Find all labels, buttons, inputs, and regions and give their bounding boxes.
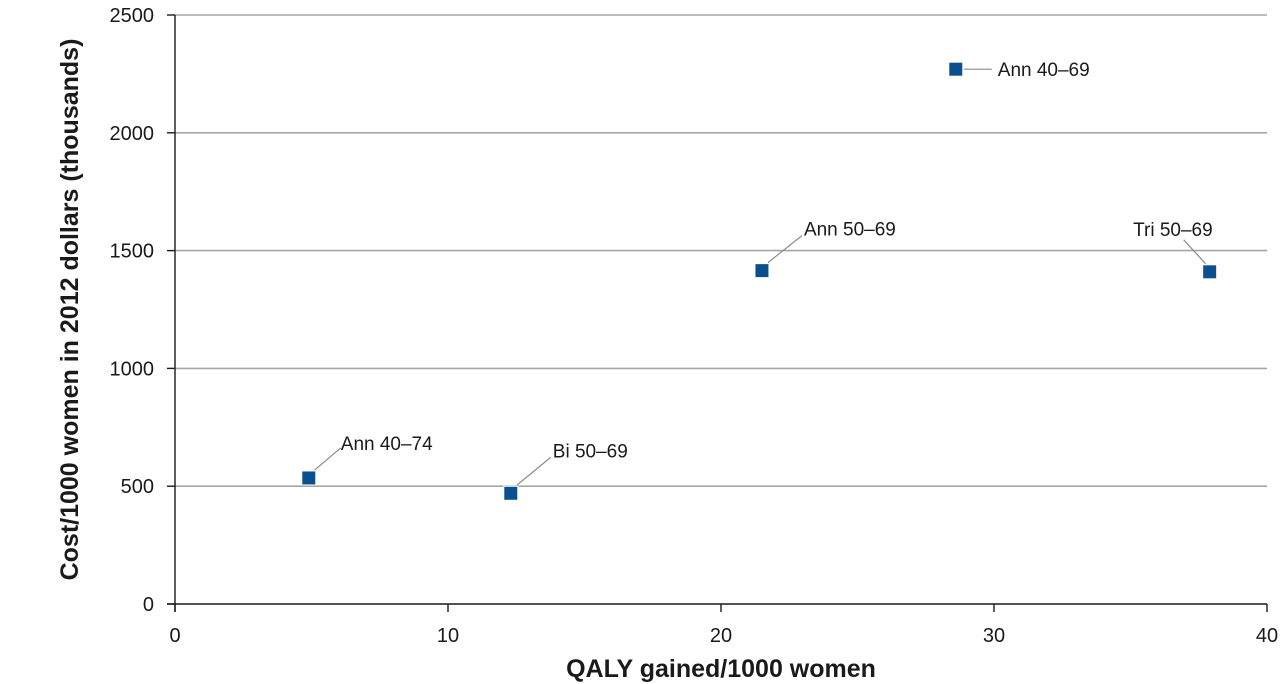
y-axis-title: Cost/1000 women in 2012 dollars (thousan… — [56, 39, 84, 581]
point-label: Ann 40–74 — [341, 434, 433, 455]
x-tick-label: 0 — [169, 625, 180, 647]
y-tick-label: 2000 — [110, 123, 155, 145]
x-tick-label: 20 — [710, 625, 732, 647]
leader-line — [767, 235, 803, 264]
data-point — [754, 263, 770, 279]
data-points — [301, 61, 1218, 501]
leader-line — [516, 456, 552, 486]
point-labels: Ann 40–74 Bi 50–69 Ann 50–69 Ann 40–69 Tri 5… — [341, 60, 1213, 462]
x-tick-label: 30 — [983, 625, 1005, 647]
data-point — [503, 485, 519, 501]
point-label: Ann 50–69 — [804, 220, 896, 241]
leader-line — [1183, 239, 1207, 265]
gridlines — [175, 14, 1267, 488]
y-tick-label: 2500 — [110, 5, 155, 27]
y-tick-label: 1000 — [110, 358, 155, 380]
y-tick-label: 0 — [143, 594, 154, 616]
leader-line — [314, 447, 342, 471]
y-tick-label: 500 — [121, 476, 154, 498]
x-tick-label: 40 — [1256, 625, 1278, 647]
data-point — [1202, 264, 1218, 280]
point-label: Tri 50–69 — [1133, 220, 1213, 241]
data-point — [301, 470, 317, 486]
x-tick-label: 10 — [437, 625, 459, 647]
y-tick-label: 1500 — [110, 241, 155, 263]
data-point — [948, 61, 964, 77]
axes — [167, 15, 1267, 612]
leader-lines — [314, 68, 1207, 486]
point-label: Bi 50–69 — [553, 441, 628, 462]
tick-labels: 0 500 1000 1500 2000 2500 0 10 20 30 40 — [110, 5, 1279, 647]
point-label: Ann 40–69 — [998, 60, 1090, 81]
x-axis-title: QALY gained/1000 women — [566, 655, 876, 683]
